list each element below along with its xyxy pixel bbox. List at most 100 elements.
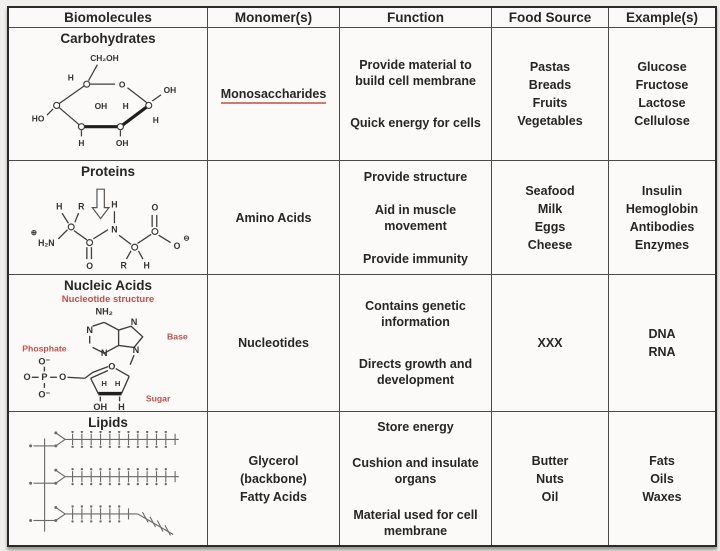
- food-item: XXX: [537, 336, 563, 350]
- function-item: Provide structure: [363, 169, 468, 184]
- example-item: DNA: [648, 327, 676, 341]
- example-item: Glucose: [637, 60, 687, 74]
- label-o: O: [86, 261, 93, 271]
- label-n: N: [101, 348, 108, 358]
- monomer-amino-acids: Amino Acids: [235, 210, 312, 225]
- food-item: Fruits: [532, 96, 568, 110]
- label-o-minus: O⁻: [38, 357, 50, 367]
- label-p: P: [41, 372, 47, 382]
- label-ho: HO: [32, 113, 45, 123]
- label-nh2: NH₂: [96, 307, 113, 317]
- cell-lipids-monomer: Glycerol (backbone) Fatty Acids: [208, 412, 340, 545]
- function-item: Contains genetic information: [365, 299, 466, 329]
- example-item: Oils: [650, 471, 674, 486]
- label-n: N: [131, 317, 138, 327]
- label-o: O: [152, 202, 159, 212]
- label-o: O: [108, 362, 115, 372]
- label-r: R: [78, 201, 85, 211]
- function-item: Material used for cell membrane: [353, 507, 478, 538]
- header-biomolecules: Biomolecules: [9, 8, 208, 28]
- label-h: H: [101, 379, 107, 388]
- nucleotide-structure-icon: NH₂ N N N N Base Phosphate O⁻ O P O: [22, 307, 188, 411]
- glucose-structure-icon: CH₂OH O H OH H OH H: [32, 53, 177, 148]
- cell-proteins-function: Provide structure Aid in muscle movement…: [340, 161, 492, 275]
- label-o: O: [59, 372, 66, 382]
- cell-proteins-name: Proteins ⊕ H₂N H R O N H: [9, 161, 208, 275]
- cell-lipids-function: Store energy Cushion and insulate organs…: [340, 412, 492, 545]
- label-plus: ⊕: [31, 228, 37, 237]
- nucleotide-structure-subtitle: Nucleotide structure: [61, 294, 155, 305]
- example-item: Hemoglobin: [625, 201, 699, 216]
- cell-lipids-examples: Fats Oils Waxes: [609, 412, 715, 545]
- label-oh: OH: [116, 138, 129, 148]
- cell-proteins-examples: Insulin Hemoglobin Antibodies Enzymes: [609, 161, 715, 275]
- food-item: Seafood: [525, 183, 575, 198]
- cell-nucleic-food: XXX: [492, 275, 609, 412]
- food-item: Cheese: [527, 237, 573, 252]
- label-h: H: [153, 115, 159, 125]
- function-item: Quick energy for cells: [350, 116, 481, 130]
- label-o: O: [23, 372, 30, 382]
- function-item: Cushion and insulate organs: [352, 455, 479, 486]
- monomer-nucleotides: Nucleotides: [238, 336, 309, 350]
- function-item: Store energy: [377, 419, 454, 434]
- row-title-lipids: Lipids: [88, 415, 128, 430]
- function-item: Provide immunity: [363, 251, 468, 266]
- biomolecules-table: Biomolecules Monomer(s) Function Food So…: [7, 6, 717, 547]
- monomer-line: Glycerol: [248, 453, 299, 468]
- example-item: Lactose: [638, 96, 686, 110]
- cell-nucleic-monomer: Nucleotides: [208, 275, 340, 412]
- label-h: H: [68, 73, 74, 83]
- label-oh: OH: [93, 402, 107, 411]
- monomer-monosaccharides: Monosaccharides: [220, 87, 327, 104]
- label-h: H: [115, 379, 121, 388]
- cell-carbohydrates-monomer: Monosaccharides: [208, 28, 340, 161]
- cell-proteins-food: Seafood Milk Eggs Cheese: [492, 161, 609, 275]
- label-r: R: [120, 260, 127, 270]
- food-item: Nuts: [536, 471, 564, 486]
- food-item: Eggs: [534, 219, 566, 234]
- monomer-line: Fatty Acids: [240, 489, 307, 504]
- label-n: N: [111, 224, 117, 234]
- example-item: Fats: [649, 453, 675, 468]
- cell-carbohydrates-function: Provide material to build cell membrane …: [340, 28, 492, 161]
- function-item: Directs growth and development: [358, 357, 473, 387]
- label-oh: OH: [164, 85, 177, 95]
- label-sugar: Sugar: [146, 393, 171, 403]
- example-item: Waxes: [642, 489, 682, 504]
- cell-nucleic-name: Nucleic Acids Nucleotide structure NH₂ N…: [9, 275, 208, 412]
- food-item: Vegetables: [517, 114, 583, 128]
- monomer-line: (backbone): [240, 471, 307, 486]
- header-monomers: Monomer(s): [208, 8, 340, 28]
- cell-lipids-food: Butter Nuts Oil: [492, 412, 609, 545]
- label-oh: OH: [95, 101, 108, 111]
- label-n: N: [133, 345, 140, 355]
- label-h: H: [123, 101, 129, 111]
- cell-carbohydrates-name: Carbohydrates CH₂OH O H OH H: [9, 28, 208, 161]
- label-ring-o: O: [119, 80, 126, 90]
- label-h: H: [118, 402, 125, 411]
- cell-proteins-monomer: Amino Acids: [208, 161, 340, 275]
- food-item: Oil: [541, 489, 559, 504]
- cell-lipids-name: Lipids: [9, 412, 208, 545]
- food-item: Breads: [528, 78, 572, 92]
- cell-nucleic-examples: DNA RNA: [609, 275, 715, 412]
- example-item: Enzymes: [634, 237, 690, 252]
- row-title-proteins: Proteins: [80, 164, 135, 179]
- label-o-minus: O⁻: [38, 390, 50, 400]
- header-examples: Example(s): [609, 8, 715, 28]
- example-item: Antibodies: [629, 219, 695, 234]
- header-food-source: Food Source: [492, 8, 609, 28]
- row-title-carbohydrates: Carbohydrates: [60, 31, 156, 46]
- example-item: Insulin: [641, 183, 683, 198]
- label-h: H: [78, 138, 84, 148]
- header-function: Function: [340, 8, 492, 28]
- cell-carbohydrates-food: Pastas Breads Fruits Vegetables: [492, 28, 609, 161]
- label-phosphate: Phosphate: [22, 343, 66, 353]
- label-n: N: [86, 325, 93, 335]
- label-h: H: [56, 201, 62, 211]
- function-item: Provide material to build cell membrane: [355, 58, 476, 88]
- food-item: Milk: [537, 201, 563, 216]
- example-item: Cellulose: [634, 114, 690, 128]
